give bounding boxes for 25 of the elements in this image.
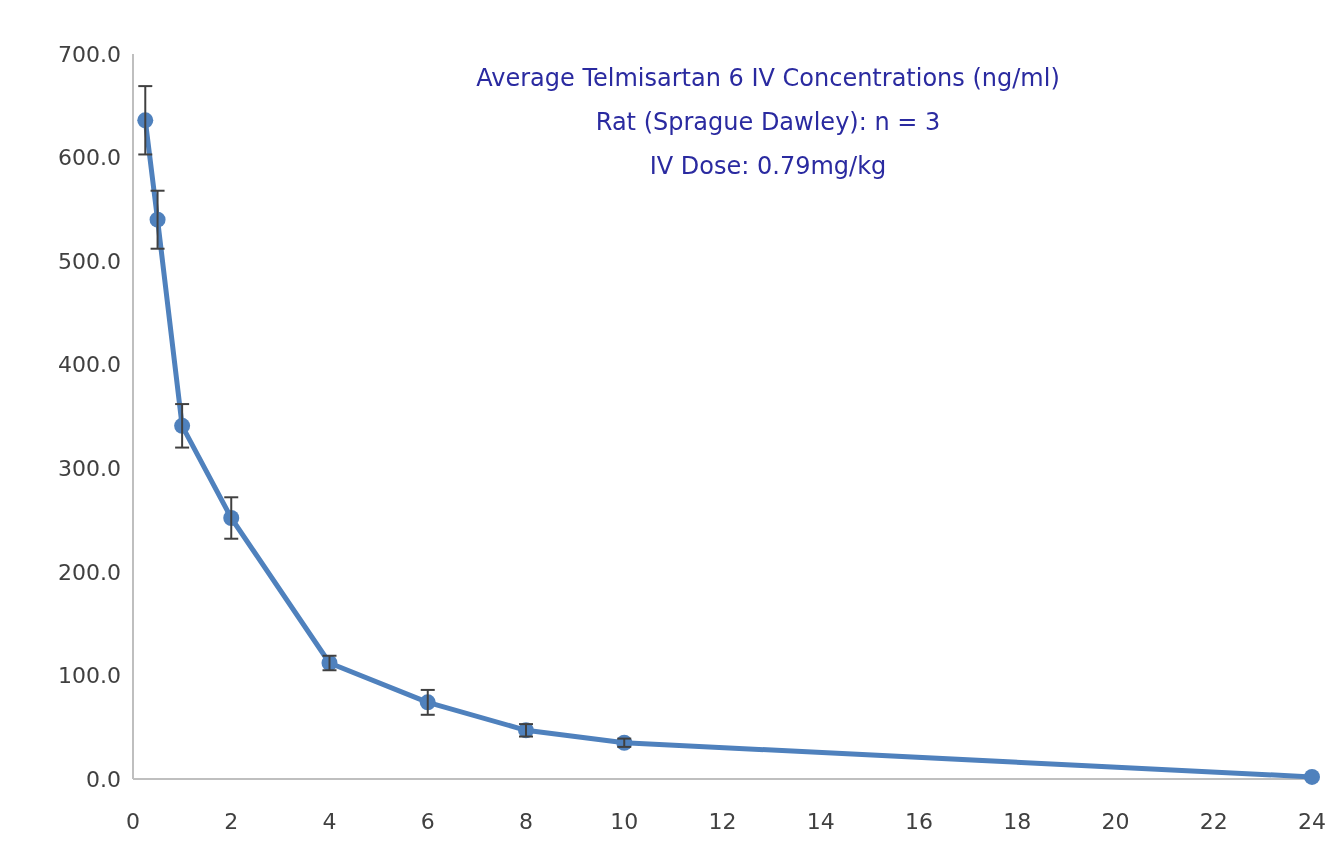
x-tick-label: 10 (610, 808, 639, 834)
y-tick-label: 200.0 (58, 559, 121, 585)
x-tick-label: 2 (224, 808, 239, 834)
x-tick-label: 4 (322, 808, 337, 834)
x-tick-label: 0 (126, 808, 140, 834)
x-tick-label: 12 (708, 808, 737, 834)
x-tick-label: 22 (1199, 808, 1228, 834)
x-tick-label: 20 (1101, 808, 1130, 834)
y-tick-label: 500.0 (58, 248, 121, 274)
y-tick-label: 600.0 (58, 145, 121, 171)
y-tick-label: 700.0 (58, 41, 121, 67)
annotation: IV Dose: 0.79mg/kg (649, 152, 887, 180)
y-tick-label: 400.0 (58, 352, 121, 378)
x-tick-label: 16 (905, 808, 933, 834)
point (1304, 768, 1320, 785)
x-tick-label: 14 (806, 808, 835, 834)
x-tick-label: 18 (1003, 808, 1032, 834)
text: Rat (Sprague Dawley): n = 3 (595, 108, 941, 136)
x-tick-label: 24 (1298, 808, 1326, 834)
y-tick-label: 0.0 (86, 766, 121, 792)
x-tick-label: 6 (420, 808, 435, 834)
x-tick-label: 8 (519, 808, 533, 834)
y-tick-label: 300.0 (58, 455, 121, 481)
y-tick-label: 100.0 (58, 663, 121, 689)
text: Average Telmisartan 6 IV Concentrations (ng/ml) (476, 64, 1060, 92)
